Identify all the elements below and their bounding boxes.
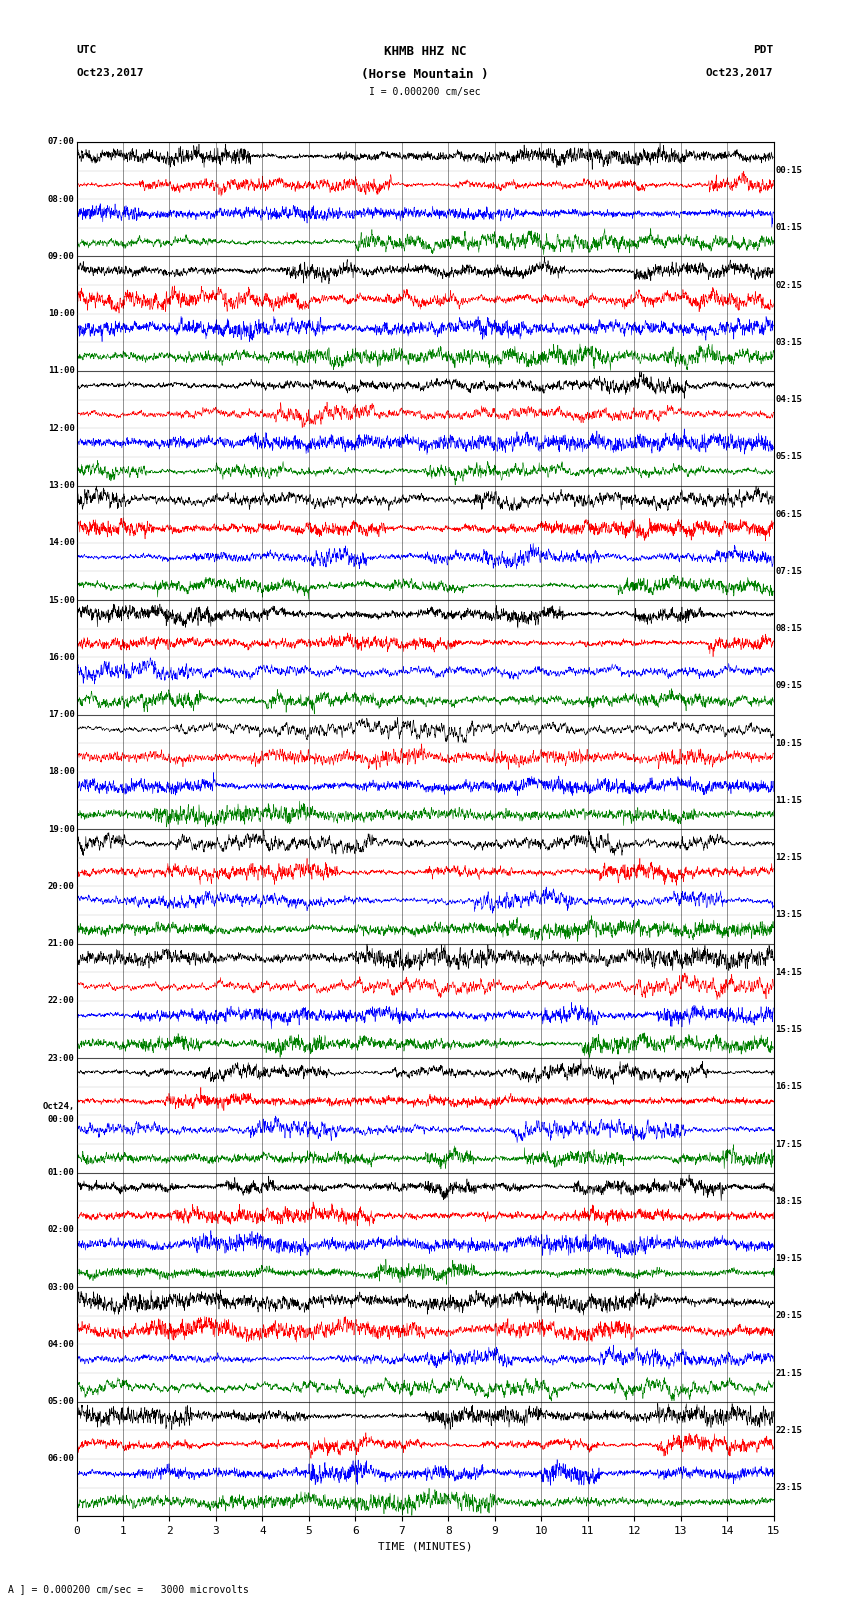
Text: 06:00: 06:00 — [48, 1455, 75, 1463]
X-axis label: TIME (MINUTES): TIME (MINUTES) — [377, 1542, 473, 1552]
Text: 01:00: 01:00 — [48, 1168, 75, 1177]
Text: 02:15: 02:15 — [775, 281, 802, 290]
Text: 16:00: 16:00 — [48, 653, 75, 661]
Text: Oct24,: Oct24, — [42, 1102, 75, 1110]
Text: 18:00: 18:00 — [48, 768, 75, 776]
Text: 23:00: 23:00 — [48, 1053, 75, 1063]
Text: 11:00: 11:00 — [48, 366, 75, 376]
Text: (Horse Mountain ): (Horse Mountain ) — [361, 68, 489, 81]
Text: 22:00: 22:00 — [48, 997, 75, 1005]
Text: 04:00: 04:00 — [48, 1340, 75, 1348]
Text: Oct23,2017: Oct23,2017 — [706, 68, 774, 77]
Text: 12:00: 12:00 — [48, 424, 75, 432]
Text: 21:00: 21:00 — [48, 939, 75, 948]
Text: UTC: UTC — [76, 45, 97, 55]
Text: 10:00: 10:00 — [48, 310, 75, 318]
Text: 14:00: 14:00 — [48, 539, 75, 547]
Text: 19:00: 19:00 — [48, 824, 75, 834]
Text: 05:15: 05:15 — [775, 452, 802, 461]
Text: 03:00: 03:00 — [48, 1282, 75, 1292]
Text: 09:15: 09:15 — [775, 681, 802, 690]
Text: 07:00: 07:00 — [48, 137, 75, 147]
Text: 18:15: 18:15 — [775, 1197, 802, 1207]
Text: 01:15: 01:15 — [775, 223, 802, 232]
Text: 13:00: 13:00 — [48, 481, 75, 490]
Text: Oct23,2017: Oct23,2017 — [76, 68, 144, 77]
Text: 20:15: 20:15 — [775, 1311, 802, 1321]
Text: 20:00: 20:00 — [48, 882, 75, 890]
Text: 17:00: 17:00 — [48, 710, 75, 719]
Text: 17:15: 17:15 — [775, 1139, 802, 1148]
Text: 16:15: 16:15 — [775, 1082, 802, 1092]
Text: 07:15: 07:15 — [775, 566, 802, 576]
Text: 15:15: 15:15 — [775, 1024, 802, 1034]
Text: 09:00: 09:00 — [48, 252, 75, 261]
Text: 14:15: 14:15 — [775, 968, 802, 977]
Text: 05:00: 05:00 — [48, 1397, 75, 1407]
Text: PDT: PDT — [753, 45, 774, 55]
Text: 10:15: 10:15 — [775, 739, 802, 748]
Text: 23:15: 23:15 — [775, 1482, 802, 1492]
Text: 00:00: 00:00 — [48, 1116, 75, 1124]
Text: 06:15: 06:15 — [775, 510, 802, 519]
Text: A ] = 0.000200 cm/sec =   3000 microvolts: A ] = 0.000200 cm/sec = 3000 microvolts — [8, 1584, 249, 1594]
Text: 11:15: 11:15 — [775, 795, 802, 805]
Text: 22:15: 22:15 — [775, 1426, 802, 1436]
Text: 19:15: 19:15 — [775, 1253, 802, 1263]
Text: 13:15: 13:15 — [775, 910, 802, 919]
Text: 08:15: 08:15 — [775, 624, 802, 634]
Text: 02:00: 02:00 — [48, 1226, 75, 1234]
Text: 03:15: 03:15 — [775, 337, 802, 347]
Text: 00:15: 00:15 — [775, 166, 802, 176]
Text: 21:15: 21:15 — [775, 1368, 802, 1378]
Text: 12:15: 12:15 — [775, 853, 802, 863]
Text: KHMB HHZ NC: KHMB HHZ NC — [383, 45, 467, 58]
Text: 04:15: 04:15 — [775, 395, 802, 405]
Text: 08:00: 08:00 — [48, 195, 75, 203]
Text: 15:00: 15:00 — [48, 595, 75, 605]
Text: I = 0.000200 cm/sec: I = 0.000200 cm/sec — [369, 87, 481, 97]
